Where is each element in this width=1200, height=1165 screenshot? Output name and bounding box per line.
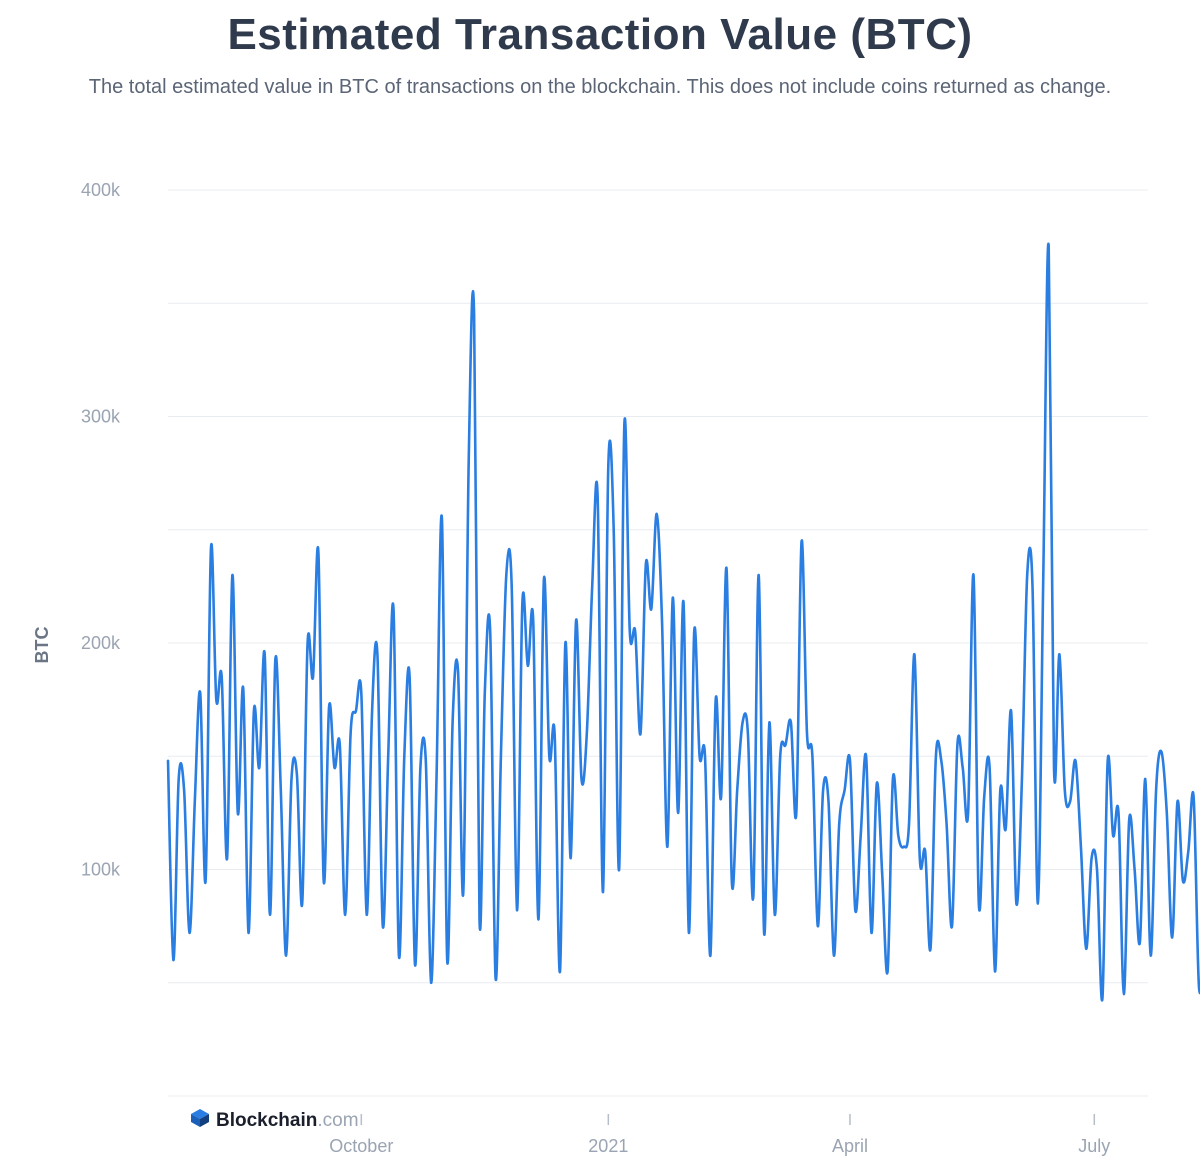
y-axis-label: BTC	[32, 627, 52, 664]
chart-subtitle: The total estimated value in BTC of tran…	[88, 76, 1112, 98]
y-tick-labels: 100k 200k 300k 400k	[81, 180, 121, 880]
x-tick-label: July	[1078, 1136, 1110, 1156]
brand-name: Blockchain	[216, 1110, 318, 1131]
y-tick-label: 400k	[81, 180, 121, 200]
chart-title: Estimated Transaction Value (BTC)	[227, 10, 973, 59]
x-tick-marks: October 2021 April July	[329, 1114, 1110, 1156]
y-tick-label: 300k	[81, 407, 121, 427]
brand-suffix: .com	[317, 1110, 359, 1131]
y-tick-label: 100k	[81, 860, 121, 880]
blockchain-cube-icon	[190, 1108, 210, 1134]
x-tick-label: April	[832, 1136, 868, 1156]
x-tick-label: 2021	[588, 1136, 628, 1156]
brand-watermark: Blockchain .com	[190, 1108, 359, 1134]
y-tick-label: 200k	[81, 633, 121, 653]
x-tick-label: October	[329, 1136, 393, 1156]
grid-lines	[168, 189, 1148, 1097]
series-line	[166, 242, 1200, 1002]
